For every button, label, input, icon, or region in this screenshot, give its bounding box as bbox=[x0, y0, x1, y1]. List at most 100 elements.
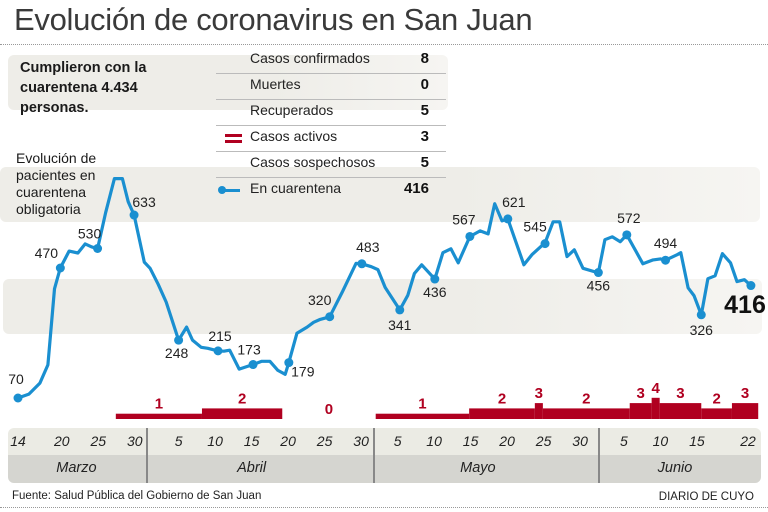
x-tick-label: 5 bbox=[174, 433, 183, 449]
quarantine-note: Cumplieron con la cuarentena 4.434 perso… bbox=[20, 60, 147, 116]
row-value: 0 bbox=[420, 76, 429, 93]
data-label: 173 bbox=[237, 342, 261, 358]
table-row: Muertes 0 bbox=[216, 73, 446, 100]
x-tick-label: 30 bbox=[353, 433, 369, 449]
active-cases-bars bbox=[115, 397, 759, 419]
x-tick-label: 15 bbox=[243, 433, 260, 449]
x-tick-label: 5 bbox=[619, 433, 628, 449]
row-label: Casos activos bbox=[250, 128, 338, 144]
x-tick-label: 30 bbox=[127, 433, 143, 449]
active-cases-label: 3 bbox=[741, 385, 749, 402]
active-cases-bar bbox=[731, 403, 759, 419]
x-tick-label: 25 bbox=[316, 433, 333, 449]
line-marker bbox=[593, 268, 603, 278]
x-tick-label: 10 bbox=[426, 433, 442, 449]
axis-month-strip bbox=[8, 455, 761, 483]
month-label: Mayo bbox=[460, 460, 496, 476]
active-cases-label: 4 bbox=[651, 380, 660, 397]
active-cases-label: 3 bbox=[535, 385, 543, 402]
x-tick-label: 5 bbox=[393, 433, 402, 449]
footer-divider bbox=[0, 507, 768, 508]
line-marker bbox=[746, 281, 756, 291]
active-cases-bar bbox=[201, 408, 283, 419]
month-label: Abril bbox=[237, 460, 267, 476]
x-tick-label: 15 bbox=[462, 433, 479, 449]
data-label: 215 bbox=[208, 328, 232, 344]
x-tick-label: 14 bbox=[10, 433, 26, 449]
data-label: 530 bbox=[78, 226, 102, 242]
line-markers bbox=[13, 210, 756, 403]
title-divider bbox=[0, 44, 768, 45]
active-cases-bar bbox=[651, 397, 660, 419]
active-cases-label: 2 bbox=[582, 390, 590, 407]
line-marker bbox=[540, 239, 550, 249]
data-label: 320 bbox=[308, 292, 332, 308]
data-label: 179 bbox=[291, 364, 315, 380]
active-cases-bar bbox=[542, 408, 630, 419]
active-cases-bar bbox=[115, 413, 202, 419]
row-value: 3 bbox=[420, 128, 429, 145]
line-marker bbox=[55, 263, 65, 273]
line-marker bbox=[661, 255, 671, 265]
row-value: 416 bbox=[403, 180, 429, 197]
line-labels: 70 470 530 633 248 215 173 179 320 483 341 436 567 62… bbox=[8, 194, 766, 387]
x-tick-label: 30 bbox=[572, 433, 588, 449]
active-cases-label: 2 bbox=[238, 390, 246, 407]
quarantine-line bbox=[17, 177, 752, 400]
line-marker bbox=[213, 346, 223, 356]
data-label: 341 bbox=[388, 317, 412, 333]
axis-day-strip bbox=[8, 428, 761, 455]
active-cases-labels: 1 20 1 2 3 2 3 4 3 2 3 bbox=[155, 380, 750, 418]
line-marker bbox=[284, 358, 294, 368]
line-marker bbox=[503, 214, 513, 224]
line-marker bbox=[93, 244, 103, 253]
table-row: Recuperados 5 bbox=[216, 99, 446, 126]
data-label: 248 bbox=[165, 345, 189, 361]
month-separator bbox=[146, 428, 149, 483]
active-cases-label: 0 bbox=[325, 401, 333, 418]
active-cases-label: 2 bbox=[712, 390, 720, 407]
data-label: 456 bbox=[587, 278, 611, 294]
line-marker bbox=[696, 310, 706, 320]
data-label: 633 bbox=[132, 194, 156, 210]
page-title: Evolución de coronavirus en San Juan bbox=[14, 2, 533, 37]
line-marker bbox=[430, 274, 440, 284]
x-tick-label: 15 bbox=[689, 433, 705, 449]
note-band bbox=[8, 55, 448, 110]
red-bars-icon bbox=[225, 134, 242, 143]
data-label: 483 bbox=[356, 239, 380, 255]
row-label: Recuperados bbox=[250, 102, 334, 118]
line-marker bbox=[248, 360, 258, 370]
data-label: 436 bbox=[423, 284, 447, 300]
x-tick-label: 25 bbox=[90, 433, 107, 449]
data-label: 572 bbox=[617, 210, 641, 226]
row-label: Casos confirmados bbox=[250, 50, 370, 66]
table-row: Casos sospechosos 5 bbox=[216, 151, 446, 178]
row-value: 8 bbox=[420, 50, 429, 67]
line-marker bbox=[325, 312, 335, 322]
x-tick-label: 10 bbox=[207, 433, 223, 449]
x-tick-label: 20 bbox=[280, 433, 296, 449]
x-tick-label: 20 bbox=[499, 433, 515, 449]
data-label: 567 bbox=[452, 211, 476, 227]
line-marker bbox=[622, 230, 632, 240]
table-row: Casos confirmados 8 bbox=[216, 47, 446, 74]
brand-name: DIARIO DE CUYO bbox=[658, 491, 754, 503]
active-cases-label: 1 bbox=[418, 396, 426, 413]
month-separator bbox=[372, 428, 375, 483]
row-label: Casos sospechosos bbox=[250, 154, 376, 170]
x-tick-label: 20 bbox=[54, 433, 70, 449]
row-label: Muertes bbox=[250, 76, 301, 92]
line-marker bbox=[13, 393, 23, 403]
source-note: Fuente: Salud Pública del Gobierno de Sa… bbox=[12, 490, 262, 502]
row-value: 5 bbox=[420, 102, 429, 119]
active-cases-bar bbox=[659, 403, 702, 419]
line-marker bbox=[174, 335, 184, 345]
active-cases-bar bbox=[701, 408, 732, 419]
row-label: En cuarentena bbox=[250, 180, 342, 196]
month-separator bbox=[598, 428, 601, 483]
line-marker bbox=[357, 259, 367, 269]
active-cases-label: 1 bbox=[155, 396, 163, 413]
data-label: 326 bbox=[690, 322, 714, 338]
